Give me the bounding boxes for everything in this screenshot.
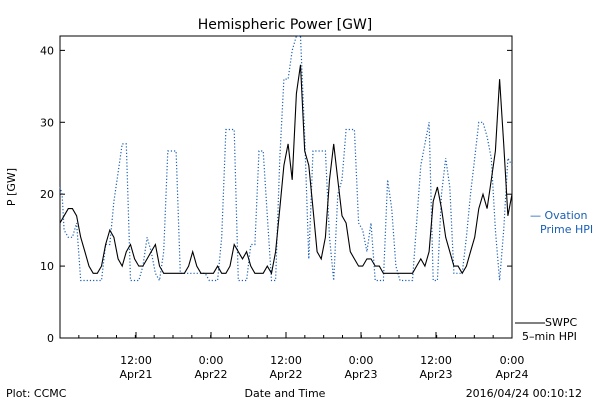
x-axis-ticks: 12:00Apr210:00Apr2212:00Apr220:00Apr2312… (59, 332, 529, 381)
x-tick-label-time: 12:00 (120, 354, 152, 367)
x-tick-label-date: Apr24 (495, 368, 528, 381)
y-tick-label: 10 (40, 260, 54, 273)
y-tick-label: 40 (40, 44, 54, 57)
x-tick-label-time: 0:00 (199, 354, 224, 367)
plot-frame (59, 35, 513, 339)
series-swpc-line (59, 64, 513, 275)
y-tick-label: 30 (40, 116, 54, 129)
x-tick-label-time: 0:00 (500, 354, 525, 367)
x-tick-label-time: 12:00 (420, 354, 452, 367)
y-tick-label: 20 (40, 188, 54, 201)
legend-swpc-label-2: 5–min HPI (522, 330, 577, 343)
x-tick-label-time: 12:00 (270, 354, 302, 367)
y-axis-label: P [GW] (5, 168, 18, 206)
x-tick-label-date: Apr23 (344, 368, 377, 381)
chart-title: Hemispheric Power [GW] (198, 17, 373, 33)
x-tick-label-date: Apr22 (269, 368, 302, 381)
series-ovation-prime-line (59, 35, 513, 283)
legend-ovation-label: — Ovation (530, 209, 588, 222)
plot-source-footer: Plot: CCMC (6, 387, 67, 400)
legend-ovation-label-2: Prime HPI (540, 223, 593, 236)
y-axis-ticks: 0 10 20 30 40 (40, 44, 512, 345)
y-tick-label: 0 (47, 332, 54, 345)
x-tick-label-date: Apr22 (194, 368, 227, 381)
x-axis-label: Date and Time (245, 387, 326, 400)
plot-timestamp-footer: 2016/04/24 00:10:12 (466, 387, 582, 400)
x-tick-label-time: 0:00 (349, 354, 374, 367)
x-tick-label-date: Apr23 (419, 368, 452, 381)
x-tick-label-date: Apr21 (119, 368, 152, 381)
legend-swpc-label: SWPC (545, 316, 577, 329)
